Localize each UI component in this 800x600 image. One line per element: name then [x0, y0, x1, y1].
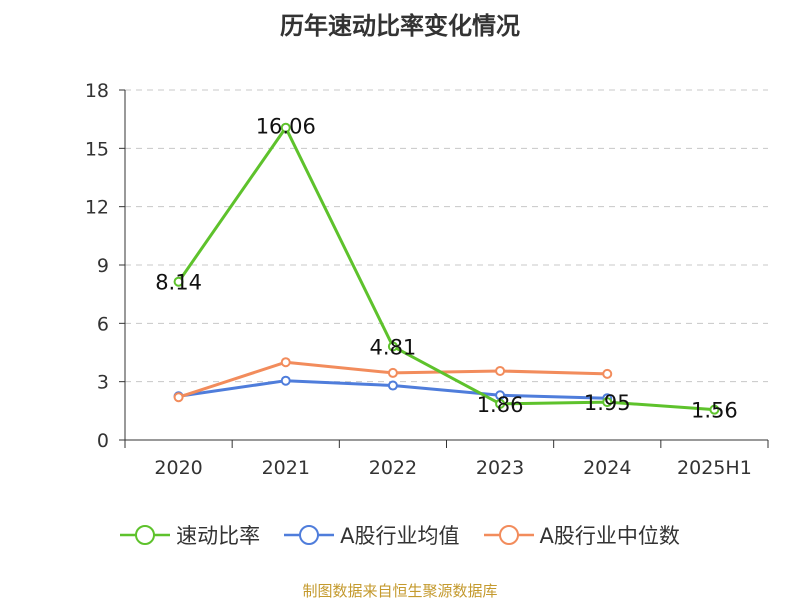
legend-swatch-icon [483, 525, 534, 545]
legend-swatch-icon [284, 525, 335, 545]
series-line [177, 126, 715, 412]
legend: 速动比率 A股行业均值 A股行业中位数 [0, 520, 800, 550]
data-point [280, 357, 291, 368]
data-point [495, 398, 506, 409]
x-tick-label: 2021 [262, 457, 310, 479]
legend-label: A股行业均值 [340, 524, 460, 548]
y-tick-label: 12 [85, 197, 109, 219]
legend-label: A股行业中位数 [539, 524, 680, 548]
data-point [387, 367, 398, 378]
data-label: 1.95 [584, 391, 631, 415]
data-label: 1.86 [477, 393, 524, 417]
chart-title: 历年速动比率变化情况 [280, 12, 520, 40]
data-point [173, 276, 184, 287]
data-label: 8.14 [155, 271, 202, 295]
x-tick-label: 2024 [583, 457, 631, 479]
data-point [280, 122, 291, 133]
x-tick-label: 2022 [369, 457, 417, 479]
data-label: 1.56 [691, 399, 738, 423]
y-tick-label: 0 [97, 430, 109, 452]
data-point [387, 341, 398, 352]
legend-swatch-icon [120, 525, 171, 545]
series-line [178, 360, 608, 399]
data-point [602, 368, 613, 379]
data-point [495, 365, 506, 376]
data-label: 16.06 [256, 115, 316, 139]
line-chart: 0 3 6 9 12 15 18 2020 2021 2022 2023 2024 2025H1 8.14… [85, 80, 769, 479]
legend-label: 速动比率 [176, 524, 261, 548]
legend-item[interactable]: A股行业均值 [284, 520, 460, 550]
x-tick-label: 2020 [154, 457, 202, 479]
legend-item[interactable]: 速动比率 [120, 520, 260, 550]
y-tick-label: 18 [85, 80, 109, 102]
y-tick-label: 3 [97, 372, 109, 394]
data-label: 4.81 [370, 335, 417, 359]
x-tick-label: 2025H1 [677, 457, 752, 479]
data-point [387, 380, 398, 391]
data-point [709, 404, 720, 415]
y-tick-label: 9 [97, 255, 109, 277]
data-point [173, 392, 184, 403]
x-tick-label: 2023 [476, 457, 524, 479]
data-point [602, 397, 613, 408]
data-point [280, 375, 291, 386]
y-tick-label: 6 [97, 313, 109, 335]
y-tick-label: 15 [85, 138, 109, 160]
legend-item[interactable]: A股行业中位数 [483, 520, 680, 550]
source-note: 制图数据来自恒生聚源数据库 [302, 582, 498, 600]
